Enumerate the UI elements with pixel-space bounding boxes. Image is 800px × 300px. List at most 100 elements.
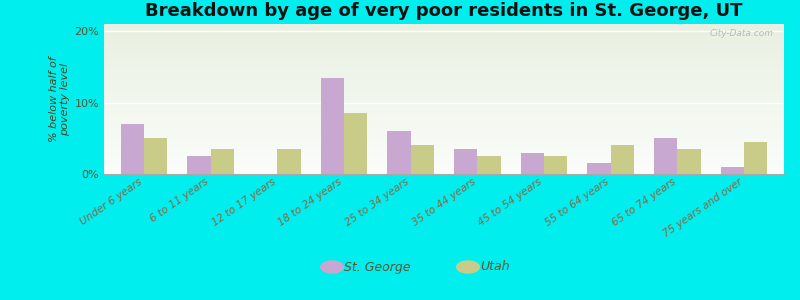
Bar [104,68,784,69]
Bar [104,160,784,162]
Bar [104,56,784,57]
Bar [104,58,784,60]
Bar [104,126,784,128]
Bar [104,57,784,58]
Bar [104,103,784,105]
Bar [410,146,434,174]
Bar [104,36,784,38]
Bar [104,108,784,110]
Bar [104,38,784,39]
Bar [104,116,784,117]
Bar [104,140,784,141]
Bar [104,168,784,170]
Bar [104,124,784,126]
Bar [104,74,784,75]
Bar [521,153,544,174]
Bar [104,141,784,142]
Bar [104,26,784,27]
Bar [104,111,784,112]
Bar [104,120,784,122]
Bar [104,114,784,116]
Title: Breakdown by age of very poor residents in St. George, UT: Breakdown by age of very poor residents … [146,2,742,20]
Bar [104,87,784,88]
Bar [321,78,344,174]
Bar [104,132,784,134]
Bar [104,150,784,152]
Bar [744,142,767,174]
Bar [104,98,784,99]
Bar [104,27,784,28]
Bar [104,123,784,124]
Bar [104,72,784,74]
Bar [104,88,784,90]
Bar [104,172,784,174]
Ellipse shape [320,260,344,274]
Bar [104,80,784,81]
Bar [104,112,784,114]
Bar [104,165,784,166]
Bar [721,167,744,174]
Bar [104,84,784,86]
Y-axis label: % below half of
poverty level: % below half of poverty level [49,56,70,142]
Bar [104,34,784,36]
Bar [121,124,144,174]
Text: City-Data.com: City-Data.com [710,28,774,38]
Bar [104,156,784,158]
Bar [210,149,234,174]
Bar [610,146,634,174]
Bar [104,52,784,54]
Bar [104,146,784,147]
Bar [104,134,784,135]
Bar [104,169,784,171]
Bar [104,33,784,34]
Bar [104,144,784,146]
Ellipse shape [456,260,480,274]
Bar [104,28,784,30]
Bar [104,128,784,129]
Bar [104,92,784,93]
Bar [104,90,784,92]
Bar [104,152,784,153]
Bar [344,113,367,174]
Bar [104,44,784,45]
Bar [104,93,784,94]
Bar [104,40,784,42]
Bar [104,106,784,108]
Bar [104,81,784,82]
Bar [387,131,410,174]
Bar [104,158,784,159]
Bar [104,148,784,150]
Bar [104,70,784,72]
Bar [104,32,784,33]
Bar [104,136,784,138]
Bar [104,61,784,63]
Bar [104,167,784,168]
Bar [104,96,784,98]
Bar [104,105,784,106]
Bar [104,85,784,87]
Bar [104,171,784,172]
Bar [104,45,784,46]
Bar [104,69,784,70]
Bar [104,122,784,123]
Bar [144,138,167,174]
Bar [104,118,784,120]
Bar [104,78,784,80]
Bar [104,46,784,48]
Bar [104,30,784,31]
Bar [104,130,784,132]
Text: St. George: St. George [344,260,410,274]
Bar [104,48,784,50]
Bar [104,64,784,66]
Bar [587,163,610,174]
Bar [104,42,784,44]
Bar [104,162,784,164]
Bar [104,110,784,111]
Bar [104,39,784,40]
Bar [454,149,478,174]
Bar [104,54,784,56]
Bar [104,76,784,78]
Bar [654,138,678,174]
Bar [187,156,210,174]
Bar [104,99,784,100]
